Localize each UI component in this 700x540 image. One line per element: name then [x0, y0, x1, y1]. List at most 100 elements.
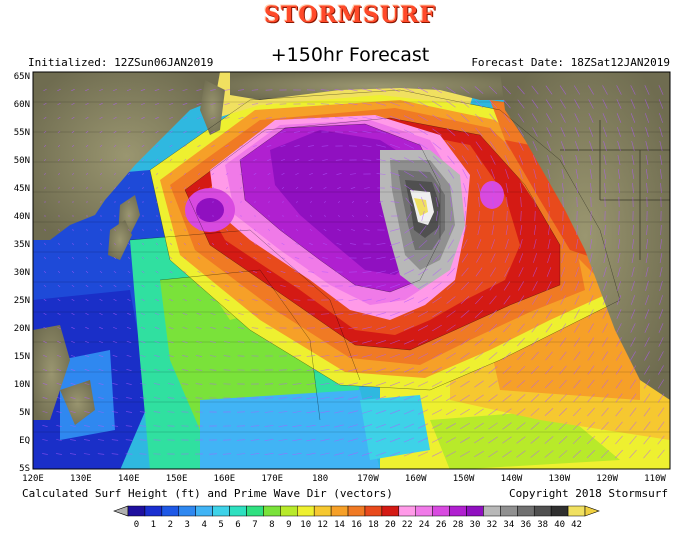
colorbar-label: 5	[218, 520, 223, 530]
lon-label: 150E	[166, 474, 188, 484]
colorbar-label: 0	[134, 520, 139, 530]
colorbar-swatch	[466, 505, 484, 517]
lat-label: 20N	[14, 324, 30, 334]
colorbar-label: 42	[571, 520, 582, 530]
lon-label: 170W	[357, 474, 379, 484]
colorbar-swatch	[178, 505, 196, 517]
colorbar-label: 8	[269, 520, 274, 530]
lat-label: 10N	[14, 380, 30, 390]
colorbar-label: 9	[286, 520, 291, 530]
initialized-label: Initialized: 12ZSun06JAN2019	[28, 56, 214, 69]
lat-label: 65N	[14, 72, 30, 82]
north-america-landmass	[500, 72, 670, 400]
caption-label: Calculated Surf Height (ft) and Prime Wa…	[22, 487, 393, 500]
lon-label: 140W	[501, 474, 523, 484]
lat-label: 60N	[14, 100, 30, 110]
lon-label: 140E	[118, 474, 140, 484]
lat-label: 40N	[14, 212, 30, 222]
colorbar-label: 28	[453, 520, 464, 530]
colorbar-label: 14	[334, 520, 345, 530]
colorbar-low-arrow	[113, 505, 129, 517]
colorbar-high-arrow	[584, 505, 600, 517]
lon-label: 130E	[70, 474, 92, 484]
lon-label: 170E	[261, 474, 283, 484]
colorbar-swatch	[398, 505, 416, 517]
lat-label: 50N	[14, 156, 30, 166]
lat-label: 5S	[19, 464, 30, 474]
colorbar-swatch	[212, 505, 230, 517]
colorbar-swatch	[500, 505, 518, 517]
map-field	[33, 72, 670, 469]
lat-label: 35N	[14, 240, 30, 250]
copyright-label: Copyright 2018 Stormsurf	[509, 487, 668, 500]
colorbar-label: 3	[185, 520, 190, 530]
lon-label: 160E	[214, 474, 236, 484]
lon-label: 110W	[644, 474, 666, 484]
forecast-title: +150hr Forecast	[270, 44, 430, 66]
colorbar-label: 10	[300, 520, 311, 530]
kamchatka-land	[200, 80, 225, 135]
colorbar-label: 32	[486, 520, 497, 530]
colorbar-label: 24	[419, 520, 430, 530]
colorbar-label: 30	[470, 520, 481, 530]
colorbar-swatch	[347, 505, 366, 517]
lat-label: EQ	[19, 436, 30, 446]
colorbar-swatch	[313, 505, 332, 517]
lat-label: 25N	[14, 296, 30, 306]
colorbar-label: 34	[503, 520, 514, 530]
colorbar-swatch	[195, 505, 213, 517]
map-frame	[32, 71, 671, 470]
colorbar-swatch	[280, 505, 298, 517]
colorbar-label: 38	[537, 520, 548, 530]
asia-landmass	[33, 72, 220, 240]
japan-land	[108, 220, 132, 260]
lon-label: 130W	[548, 474, 570, 484]
colorbar-swatch	[533, 505, 552, 517]
forecast-date-label: Forecast Date: 18ZSat12JAN2019	[471, 56, 670, 69]
lon-label: 120E	[22, 474, 44, 484]
colorbar-label: 22	[402, 520, 413, 530]
colorbar-label: 12	[317, 520, 328, 530]
lat-label: 5N	[19, 408, 30, 418]
colorbar-swatch	[483, 505, 501, 517]
colorbar-swatch	[161, 505, 180, 517]
colorbar: 0 1 2 3 4 5 6 7 8 9 10 12 14 16 18 20 22 24 26 28 30 32 34 36 38…	[113, 505, 600, 530]
colorbar-label: 7	[252, 520, 257, 530]
colorbar-swatch	[263, 505, 281, 517]
colorbar-swatch	[229, 505, 247, 517]
colorbar-label: 2	[168, 520, 173, 530]
colorbar-swatch	[364, 505, 383, 517]
colorbar-swatch	[449, 505, 467, 517]
colorbar-swatch	[330, 505, 349, 517]
colorbar-swatch	[144, 505, 163, 517]
colorbar-label: 1	[151, 520, 156, 530]
colorbar-swatch	[550, 505, 569, 517]
colorbar-swatch	[381, 505, 400, 517]
colorbar-label: 18	[368, 520, 379, 530]
colorbar-label: 4	[201, 520, 206, 530]
lat-label: 55N	[14, 128, 30, 138]
colorbar-label: 40	[554, 520, 565, 530]
colorbar-swatch	[297, 505, 315, 517]
colorbar-swatch	[432, 505, 450, 517]
lon-label: 180	[312, 474, 328, 484]
colorbar-swatch	[127, 505, 146, 517]
colorbar-label: 36	[520, 520, 531, 530]
colorbar-swatch	[415, 505, 433, 517]
alaska-landmass	[230, 72, 520, 100]
colorbar-label: 6	[235, 520, 240, 530]
lon-label: 120W	[596, 474, 618, 484]
lon-label: 150W	[453, 474, 475, 484]
lat-label: 30N	[14, 268, 30, 278]
lon-label: 160W	[405, 474, 427, 484]
colorbar-swatch	[517, 505, 535, 517]
colorbar-label: 26	[436, 520, 447, 530]
colorbar-label: 16	[351, 520, 362, 530]
latitude-labels: 65N 60N 55N 50N 45N 40N 35N 30N 25N 20N 15N 10N 5N EQ…	[14, 72, 30, 474]
lat-label: 45N	[14, 184, 30, 194]
wave-direction-vectors	[42, 85, 665, 459]
longitude-labels: 120E 130E 140E 150E 160E 170E 180 170W 160W 150W 1…	[22, 474, 666, 484]
colorbar-swatch	[246, 505, 264, 517]
lat-label: 15N	[14, 352, 30, 362]
